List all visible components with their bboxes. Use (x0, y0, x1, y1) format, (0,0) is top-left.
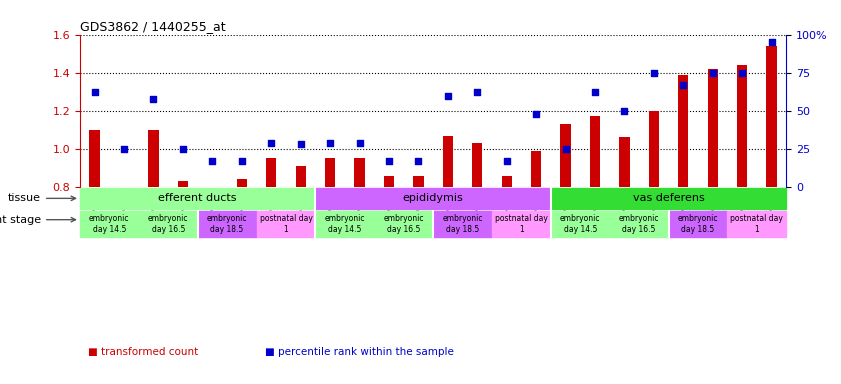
Bar (433, 211, 492, 237)
Bar (678, 74, 689, 187)
Bar (315, 211, 374, 237)
Text: epididymis: epididymis (403, 194, 463, 204)
Point (500, 158, 513, 164)
Bar (198, 211, 257, 237)
Bar (139, 211, 198, 237)
Point (648, 70, 661, 76)
Bar (442, 136, 453, 187)
Text: efferent ducts: efferent ducts (158, 194, 237, 204)
Point (382, 158, 396, 164)
Point (765, 39, 779, 45)
Bar (315, 188, 551, 209)
Text: vas deferens: vas deferens (632, 194, 705, 204)
Bar (148, 130, 159, 187)
Point (735, 70, 748, 76)
Point (146, 96, 160, 102)
Bar (531, 151, 542, 187)
Bar (257, 211, 315, 237)
Bar (492, 211, 551, 237)
Bar (707, 69, 718, 187)
Point (412, 158, 425, 164)
Bar (413, 175, 424, 187)
Bar (266, 158, 277, 187)
Bar (551, 188, 786, 209)
Bar (236, 179, 247, 187)
Text: embryonic
day 18.5: embryonic day 18.5 (207, 214, 247, 233)
Bar (501, 175, 512, 187)
Bar (177, 181, 188, 187)
Point (676, 82, 690, 88)
Text: embryonic
day 14.5: embryonic day 14.5 (325, 214, 365, 233)
Text: postnatal day
1: postnatal day 1 (731, 214, 783, 233)
Bar (727, 211, 786, 237)
Point (87, 89, 101, 96)
Text: postnatal day
1: postnatal day 1 (260, 214, 312, 233)
Point (205, 158, 219, 164)
Point (264, 140, 278, 146)
Bar (619, 137, 630, 187)
Point (617, 108, 631, 114)
Text: embryonic
day 14.5: embryonic day 14.5 (560, 214, 600, 233)
Bar (383, 175, 394, 187)
Bar (648, 111, 659, 187)
Text: ■ transformed count: ■ transformed count (88, 347, 198, 357)
Point (589, 89, 602, 96)
Bar (354, 158, 365, 187)
Bar (766, 46, 777, 187)
Point (294, 141, 308, 147)
Bar (374, 211, 433, 237)
Bar (89, 130, 100, 187)
Text: ■ percentile rank within the sample: ■ percentile rank within the sample (265, 347, 454, 357)
Bar (325, 158, 336, 187)
Text: embryonic
day 16.5: embryonic day 16.5 (383, 214, 424, 233)
Point (558, 146, 572, 152)
Bar (669, 211, 727, 237)
Text: tissue: tissue (8, 194, 76, 204)
Point (117, 146, 131, 152)
Text: GDS3862 / 1440255_at: GDS3862 / 1440255_at (80, 20, 225, 33)
Point (177, 146, 190, 152)
Bar (80, 211, 139, 237)
Point (235, 158, 249, 164)
Point (706, 70, 719, 76)
Bar (590, 116, 600, 187)
Bar (610, 211, 669, 237)
Point (323, 140, 336, 146)
Point (530, 111, 543, 117)
Point (441, 93, 454, 99)
Bar (737, 65, 748, 187)
Text: embryonic
day 16.5: embryonic day 16.5 (148, 214, 188, 233)
Bar (295, 166, 306, 187)
Bar (560, 124, 571, 187)
Text: embryonic
day 14.5: embryonic day 14.5 (89, 214, 130, 233)
Point (471, 89, 484, 96)
Bar (551, 211, 610, 237)
Text: embryonic
day 16.5: embryonic day 16.5 (619, 214, 659, 233)
Text: development stage: development stage (0, 215, 76, 225)
Text: embryonic
day 18.5: embryonic day 18.5 (442, 214, 483, 233)
Bar (80, 188, 315, 209)
Point (353, 140, 367, 146)
Bar (472, 143, 483, 187)
Text: postnatal day
1: postnatal day 1 (495, 214, 547, 233)
Text: embryonic
day 18.5: embryonic day 18.5 (678, 214, 718, 233)
